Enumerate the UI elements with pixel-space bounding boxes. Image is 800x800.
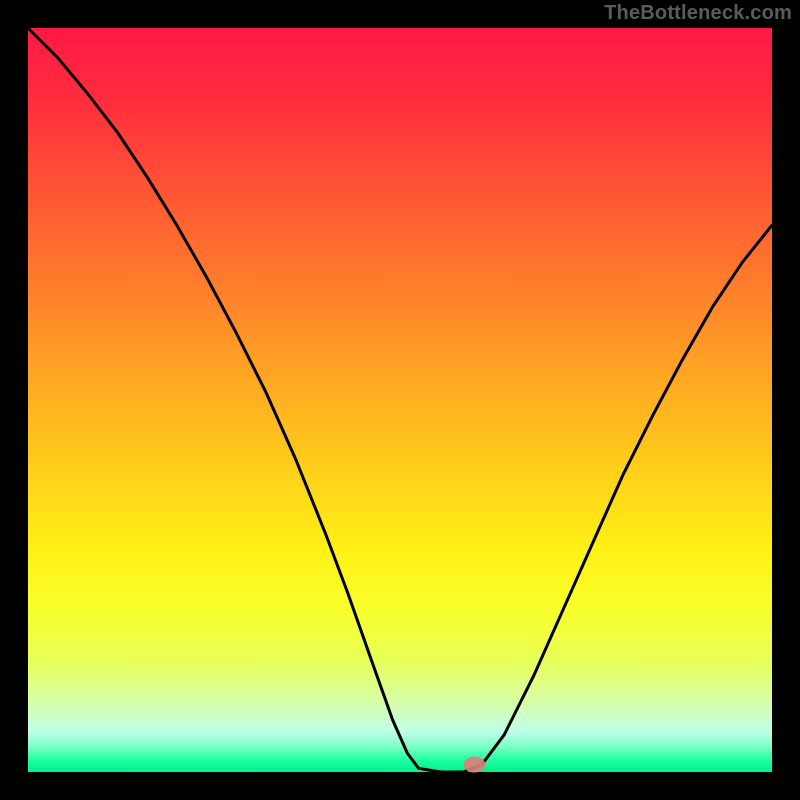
current-marker xyxy=(463,757,485,773)
watermark-text: TheBottleneck.com xyxy=(604,2,792,25)
chart-frame: TheBottleneck.com xyxy=(0,0,800,800)
chart-svg xyxy=(0,0,800,800)
